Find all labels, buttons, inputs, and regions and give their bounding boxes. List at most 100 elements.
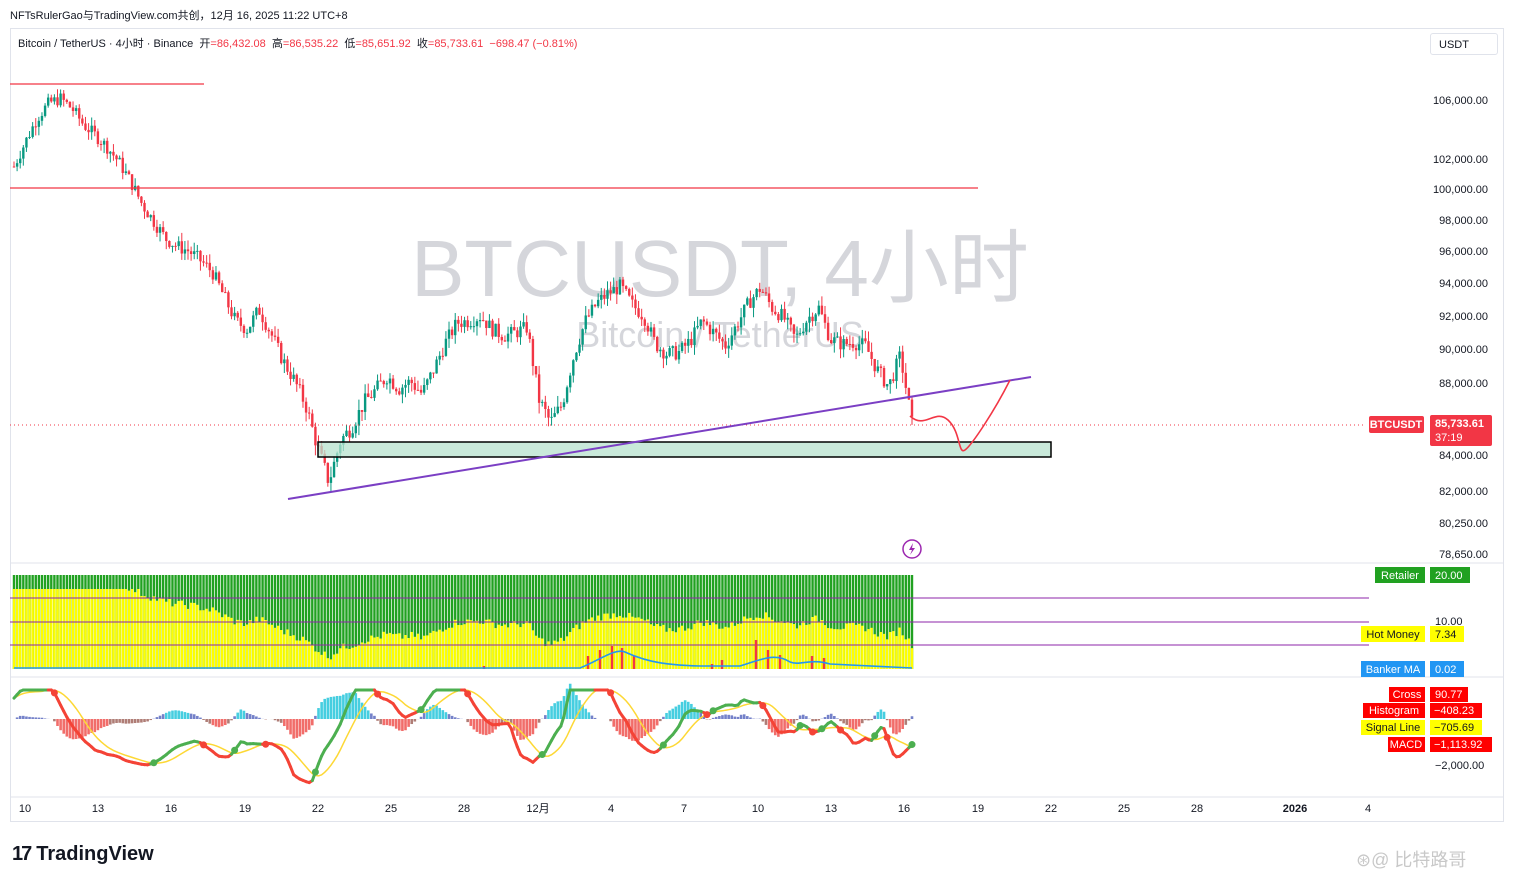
banker-spike [620, 648, 624, 669]
high-value: =86,535.22 [282, 38, 339, 50]
hot-money-bar [149, 600, 152, 669]
candle-body [683, 342, 687, 346]
candle-body [547, 409, 550, 418]
hot-money-bar [516, 624, 519, 669]
candle-body [258, 307, 261, 315]
candle-body [130, 174, 134, 190]
time-tick-label: 16 [165, 803, 177, 815]
candle-body [314, 426, 317, 446]
candle-body [143, 202, 146, 212]
macd-histogram-bar [348, 692, 351, 719]
candle-body [525, 322, 528, 333]
macd-histogram-bar [671, 708, 675, 719]
macd-histogram-bar [140, 719, 143, 723]
hot-money-bar [575, 624, 578, 669]
candle-body [715, 328, 718, 333]
macd-line-segment [562, 700, 569, 718]
hot-money-bar [307, 641, 311, 669]
projection-path [909, 379, 1011, 452]
macd-histogram-bar [531, 719, 535, 735]
hot-money-bar [845, 623, 848, 669]
candle-body [606, 290, 609, 299]
hot-money-bar [211, 607, 215, 669]
hot-money-bar [569, 631, 572, 669]
hot-money-bar [398, 633, 401, 669]
macd-histogram-bar [854, 719, 858, 730]
hot-money-bar [432, 630, 435, 669]
hot-money-bar [267, 624, 270, 669]
hot-money-bar [357, 644, 361, 669]
lightning-icon[interactable] [902, 539, 922, 559]
candle-body [643, 319, 646, 326]
macd-histogram-bar [677, 704, 681, 719]
hot-money-bar [808, 624, 811, 669]
banker-spike [766, 650, 770, 669]
candle-body [637, 308, 640, 317]
macd-histogram-bar [693, 707, 696, 719]
hot-money-bar [892, 631, 895, 669]
candle-body [323, 453, 326, 463]
candle-body [118, 157, 121, 160]
candle-body [503, 340, 507, 342]
cross-dot [796, 721, 804, 729]
macd-histogram-bar [525, 719, 528, 738]
macd-histogram-bar [593, 717, 597, 719]
macd-histogram-bar [422, 713, 426, 719]
tradingview-brand[interactable]: 17 TradingView [12, 843, 154, 866]
hot-money-bar [764, 612, 768, 669]
macd-histogram-bar [472, 719, 476, 730]
candle-body [711, 328, 715, 335]
hot-money-bar [711, 622, 715, 669]
hot-money-bar [683, 630, 687, 669]
symbol-name[interactable]: Bitcoin / TetherUS · 4小时 · Binance [18, 38, 194, 50]
macd-histogram-bar [907, 719, 911, 721]
hot-money-bar [665, 631, 668, 669]
candle-body [53, 97, 56, 102]
macd-histogram-bar [864, 719, 867, 721]
macd-histogram-bar [25, 716, 28, 719]
hot-money-bar [901, 635, 904, 669]
candle-body [584, 315, 587, 330]
hot-money-bar [805, 624, 808, 669]
candle-body [752, 297, 755, 308]
hot-money-bar [283, 634, 286, 669]
candle-body [494, 323, 497, 337]
hot-money-bar [242, 625, 246, 669]
hot-money-bar [220, 617, 224, 669]
candle-body [152, 215, 156, 227]
hot-money-bar [671, 631, 674, 669]
macd-histogram-bar [155, 717, 159, 719]
hot-money-bar [367, 641, 370, 669]
candle-body [454, 319, 457, 336]
candle-body [596, 299, 600, 307]
currency-button[interactable]: USDT [1430, 33, 1498, 55]
candle-body [102, 140, 106, 145]
hot-money-bar [354, 646, 357, 669]
candle-body [889, 379, 892, 385]
hot-money-bar [339, 648, 342, 669]
hot-money-bar [708, 625, 712, 669]
macd-histogram-bar [792, 719, 796, 724]
hot-money-bar [478, 623, 482, 669]
hot-money-bar [50, 589, 53, 669]
macd-histogram-bar [84, 719, 87, 737]
candle-body [127, 171, 131, 175]
macd-histogram-bar [497, 719, 501, 727]
candle-body [867, 341, 870, 352]
macd-histogram-bar [214, 719, 218, 727]
hot-money-bar [879, 631, 883, 669]
candle-body [413, 383, 417, 390]
cross-dot [200, 741, 208, 749]
candle-body [839, 336, 842, 350]
hot-money-bar [96, 589, 100, 669]
hot-money-bar [189, 602, 193, 669]
hot-money-bar [202, 610, 205, 669]
candle-body [904, 372, 907, 388]
candle-body [668, 348, 671, 356]
price-tick-label: 94,000.00 [1439, 278, 1488, 290]
candle-body [836, 336, 839, 338]
low-value: =85,651.92 [355, 38, 411, 50]
macd-histogram-bar [478, 719, 482, 734]
macd-histogram-bar [146, 719, 149, 722]
